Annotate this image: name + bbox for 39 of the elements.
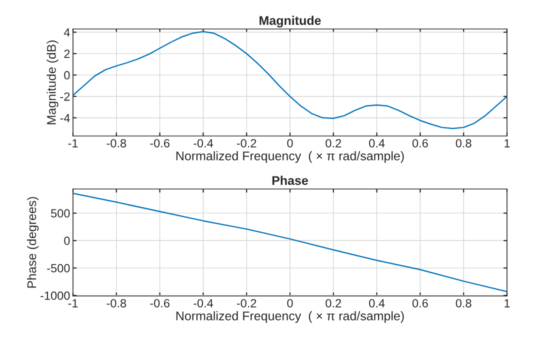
- y-tick-label: 500: [51, 209, 70, 218]
- y-tick-label: -1000: [40, 291, 70, 300]
- x-axis-title: Normalized Frequency ( × π rad/sample): [176, 311, 404, 323]
- x-tick-label: -0.2: [236, 139, 256, 148]
- x-tick-label: -0.8: [106, 299, 126, 308]
- y-tick-label: -2: [60, 92, 70, 101]
- y-axis-title: Magnitude (dB): [46, 40, 58, 124]
- x-tick-label: 0.6: [412, 139, 428, 148]
- chart-title: Phase: [272, 176, 308, 185]
- x-tick-label: -0.6: [150, 299, 170, 308]
- line-series: [73, 31, 507, 130]
- x-tick-label: 0.8: [456, 299, 472, 308]
- x-tick-label: 0: [287, 139, 293, 148]
- x-tick-label: 0: [287, 299, 293, 308]
- x-tick-label: 1: [504, 299, 510, 308]
- x-tick-label: 1: [504, 139, 510, 148]
- x-axis-title: Normalized Frequency ( × π rad/sample): [176, 151, 404, 163]
- x-tick-label: -0.8: [106, 139, 126, 148]
- y-tick-label: -500: [47, 264, 70, 272]
- x-tick-label: 0.2: [326, 299, 342, 308]
- x-tick-label: -0.4: [194, 299, 214, 308]
- x-tick-label: 0.4: [369, 139, 385, 148]
- x-tick-label: -0.2: [236, 299, 256, 308]
- x-tick-label: -1: [68, 299, 78, 308]
- y-tick-label: 0: [64, 71, 70, 80]
- x-tick-label: -1: [68, 139, 78, 148]
- y-tick-label: -4: [60, 114, 70, 122]
- x-tick-label: -0.6: [150, 139, 170, 148]
- x-tick-label: -0.4: [194, 139, 214, 148]
- line-series: [73, 192, 507, 292]
- x-tick-label: 0.4: [369, 299, 385, 308]
- x-tick-label: 0.8: [456, 139, 472, 148]
- x-tick-label: 0.6: [412, 299, 428, 308]
- y-tick-label: 0: [64, 236, 70, 245]
- x-tick-label: 0.2: [326, 139, 342, 148]
- y-axis-title: Phase (degrees): [26, 197, 39, 288]
- y-tick-label: 2: [64, 50, 70, 58]
- y-tick-label: 4: [64, 28, 70, 36]
- chart-title: Magnitude: [260, 16, 321, 28]
